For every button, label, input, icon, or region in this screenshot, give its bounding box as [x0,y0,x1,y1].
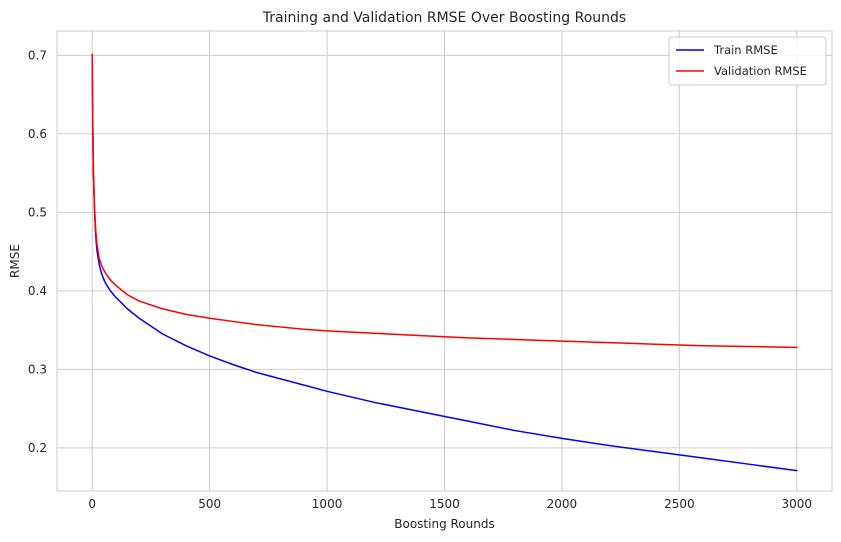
series-layer [91,53,798,472]
y-tick-label: 0.4 [28,284,47,298]
grid-layer [57,31,832,491]
x-tick-label: 2000 [547,497,578,511]
legend-box [668,36,827,86]
x-tick-label: 2500 [664,497,695,511]
y-tick-label: 0.5 [28,205,47,219]
chart-title: Training and Validation RMSE Over Boosti… [262,10,626,26]
series-line-train-rmse [91,53,798,472]
y-axis-label: RMSE [8,244,22,278]
tick-label-layer: 0 500 1000 1500 2000 2500 3000 0.2 0.3 0.4 0.5 0.6 0… [28,48,812,511]
y-tick-label: 0.2 [28,441,47,455]
y-tick-label: 0.3 [28,362,47,376]
x-tick-label: 1500 [429,497,460,511]
x-tick-label: 500 [198,497,221,511]
x-axis-label: Boosting Rounds [394,517,494,531]
y-tick-label: 0.7 [28,48,47,62]
x-tick-label: 3000 [781,497,812,511]
legend-label-validation-rmse: Validation RMSE [714,64,807,78]
series-line-validation-rmse [91,53,798,349]
legend: Train RMSE Validation RMSE [668,36,827,86]
y-tick-label: 0.6 [28,127,47,141]
legend-label-train-rmse: Train RMSE [713,43,778,57]
x-tick-label: 1000 [312,497,343,511]
x-tick-label: 0 [88,497,96,511]
plot-area-frame [56,30,833,492]
